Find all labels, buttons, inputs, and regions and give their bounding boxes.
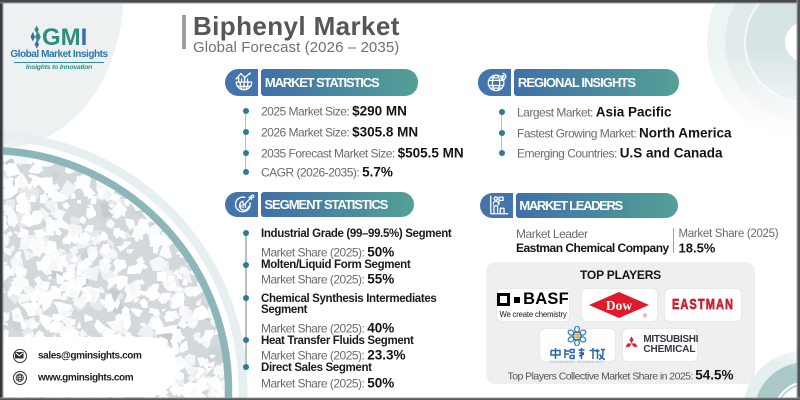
svg-text:®: ® — [643, 312, 647, 318]
svg-text:Dow: Dow — [606, 298, 632, 313]
